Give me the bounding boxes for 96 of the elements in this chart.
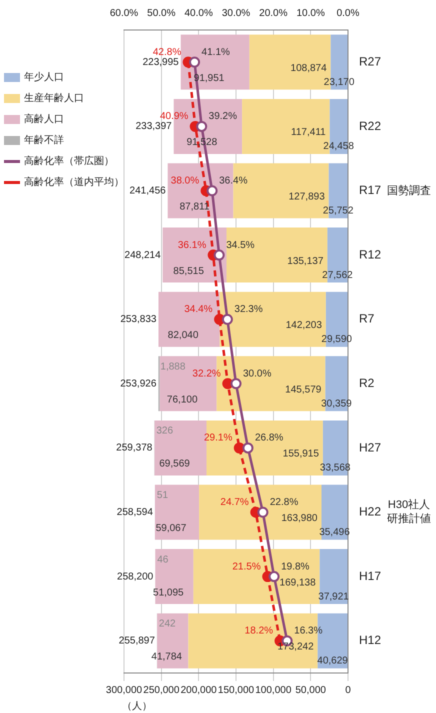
- y-tick-label: R22: [358, 118, 382, 133]
- x-tick-label: 0: [345, 684, 352, 696]
- data-label: 142,203: [286, 320, 322, 332]
- data-label: 37,921: [318, 591, 350, 602]
- text: H30社人研推計値: [386, 498, 432, 526]
- data-label: 34.4%: [184, 304, 213, 316]
- data-label: 82,040: [168, 330, 199, 342]
- total-label: 258,594: [116, 507, 154, 518]
- data-label: 33,568: [320, 462, 351, 474]
- data-label: 135,137: [287, 256, 324, 267]
- data-label: 163,980: [281, 513, 318, 524]
- data-label: 23,170: [324, 76, 355, 88]
- x-tick-label: 50,000: [295, 684, 326, 696]
- data-label: 51: [156, 490, 168, 501]
- data-label: 21.5%: [232, 561, 261, 572]
- x2-tick-label: 10.0%: [296, 8, 325, 19]
- data-label: 24.7%: [220, 497, 249, 508]
- legend-label: 高齢人口: [24, 112, 64, 126]
- data-label: 46: [157, 554, 169, 566]
- total-label: 241,456: [130, 186, 166, 196]
- data-label: 41,784: [151, 652, 182, 663]
- legend-label: 高齢化率（帯広圏）: [24, 154, 114, 168]
- data-label: 29,590: [321, 334, 352, 346]
- data-label: 32.2%: [192, 368, 221, 380]
- total-label: 258,200: [117, 571, 154, 582]
- data-label: 85,515: [173, 266, 204, 277]
- data-label: 25,752: [322, 206, 354, 216]
- data-label: 242: [158, 618, 176, 630]
- data-label: 117,411: [291, 127, 326, 138]
- data-label: 127,893: [288, 192, 326, 202]
- x-tick-label: 150,000: [218, 684, 254, 696]
- data-label: 19.8%: [281, 561, 310, 572]
- legend-label: 年齢不詳: [24, 134, 64, 147]
- legend-label: 年少人口: [24, 70, 64, 84]
- data-label: 173,242: [277, 642, 314, 653]
- data-label: 27,562: [322, 270, 354, 281]
- data-label: 29.1%: [204, 432, 232, 444]
- total-label: 253,833: [120, 314, 157, 326]
- data-label: 155,915: [282, 448, 320, 460]
- data-label: 108,874: [290, 62, 328, 74]
- data-label: 42.8%: [152, 46, 182, 58]
- data-label: 51,095: [153, 587, 184, 598]
- total-label: 253,926: [120, 378, 157, 390]
- data-label: 326: [156, 426, 174, 437]
- data-label: 24,458: [323, 141, 354, 152]
- data-label: 145,579: [285, 384, 322, 396]
- x2-tick-label: 60.0%: [110, 8, 138, 19]
- x-tick-label: 250,000: [143, 684, 180, 696]
- data-label: 38.0%: [170, 176, 200, 186]
- data-label: 36.4%: [219, 176, 248, 186]
- data-label: 34.5%: [226, 240, 255, 251]
- y-tick-label: H17: [358, 568, 382, 583]
- x-axis-title: （人）: [122, 700, 152, 712]
- total-label: 255,897: [118, 636, 156, 647]
- data-label: 30.0%: [242, 368, 272, 380]
- x-tick-label: 300,000: [106, 684, 143, 696]
- data-label: 169,138: [280, 577, 316, 588]
- data-label: 16.3%: [294, 626, 323, 637]
- x-tick-label: 200,000: [180, 684, 218, 696]
- data-label: 36.1%: [178, 240, 206, 251]
- x2-tick-label: 40.0%: [184, 8, 213, 19]
- data-label: 39.2%: [208, 111, 238, 122]
- x-tick-label: 100,000: [255, 684, 292, 696]
- data-label: 22.8%: [270, 497, 298, 508]
- x2-tick-label: 0.0%: [336, 8, 360, 19]
- y-tick-label: H12: [358, 633, 382, 648]
- data-label: 69,569: [159, 458, 190, 470]
- data-label: 59,067: [156, 523, 187, 534]
- data-label: 32.3%: [234, 304, 263, 316]
- text: 国勢調査: [386, 184, 432, 198]
- data-label: 76,100: [166, 394, 198, 406]
- y-tick-label: R2: [358, 376, 375, 390]
- data-label: 87,811: [180, 202, 210, 212]
- data-label: 41.1%: [202, 46, 230, 58]
- data-label: 35,496: [319, 527, 350, 538]
- legend-label: 生産年齢人口: [24, 92, 84, 105]
- y-tick-label: H22: [358, 504, 382, 519]
- x2-tick-label: 20.0%: [259, 8, 288, 19]
- data-label: 26.8%: [254, 432, 284, 444]
- x2-tick-label: 50.0%: [147, 8, 176, 19]
- data-label: 30,359: [321, 398, 352, 410]
- total-label: 248,214: [124, 250, 162, 261]
- data-label: 18.2%: [244, 626, 274, 637]
- x2-tick-label: 30.0%: [222, 8, 250, 19]
- y-tick-label: R17: [358, 183, 382, 198]
- total-label: 233,397: [136, 121, 172, 132]
- data-label: 40.9%: [160, 111, 188, 122]
- total-label: 259,378: [116, 442, 153, 454]
- data-label: 40,629: [317, 656, 348, 667]
- y-tick-label: R7: [358, 312, 375, 326]
- y-tick-label: H27: [358, 440, 382, 454]
- y-tick-label: R27: [358, 54, 382, 68]
- y-tick-label: R12: [358, 247, 382, 262]
- total-label: 223,995: [142, 56, 180, 68]
- legend-label: 高齢化率（道内平均）: [24, 176, 124, 189]
- data-label: 1,888: [160, 361, 186, 372]
